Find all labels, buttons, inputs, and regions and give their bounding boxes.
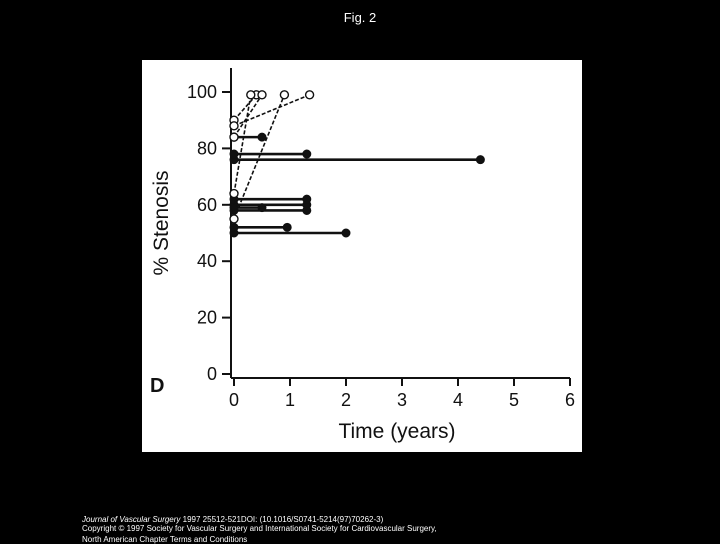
x-tick-label-2: 2 bbox=[341, 390, 351, 410]
x-tick-label-5: 5 bbox=[509, 390, 519, 410]
data-point-3-0 bbox=[229, 222, 239, 232]
x-tick-label-6: 6 bbox=[565, 390, 575, 410]
data-point-11-0 bbox=[229, 188, 239, 199]
y-tick-label-40: 40 bbox=[197, 251, 217, 271]
data-point-10-1 bbox=[257, 90, 267, 100]
journal-name: Journal of Vascular Surgery bbox=[82, 515, 181, 524]
data-point-6-1 bbox=[302, 194, 312, 204]
y-tick-label-0: 0 bbox=[207, 364, 217, 384]
data-point-10-0 bbox=[229, 132, 239, 142]
data-point-13-1 bbox=[304, 90, 315, 100]
citation-text: 1997 25512-521DOI: (10.1016/S0741-5214(9… bbox=[180, 515, 384, 524]
series-line-13 bbox=[233, 94, 310, 127]
data-point-13-0 bbox=[229, 121, 239, 131]
data-point-12-0 bbox=[229, 214, 239, 224]
data-point-7-0 bbox=[229, 203, 239, 213]
copyright-text: Copyright © 1997 Society for Vascular Su… bbox=[82, 524, 437, 533]
data-point-1-0 bbox=[229, 149, 239, 159]
x-tick-label-3: 3 bbox=[397, 390, 407, 410]
chart-series-layer bbox=[229, 90, 485, 238]
y-axis-title: % Stenosis bbox=[150, 170, 173, 275]
x-axis-title: Time (years) bbox=[338, 420, 455, 443]
y-tick-label-60: 60 bbox=[197, 195, 217, 215]
data-point-3-1 bbox=[282, 222, 292, 232]
figure-title: Fig. 2 bbox=[343, 10, 377, 25]
data-point-7-1 bbox=[257, 203, 267, 213]
chart-panel: 0 1 2 3 4 5 6 0 20 40 60 80 100 Time (years)% Stenosi… bbox=[142, 60, 582, 452]
data-point-1-1 bbox=[302, 149, 312, 159]
series-line-11 bbox=[233, 94, 252, 194]
y-tick-label-20: 20 bbox=[197, 308, 217, 328]
x-tick-label-0: 0 bbox=[229, 390, 239, 410]
data-point-11-1 bbox=[246, 90, 256, 100]
data-point-2-1 bbox=[341, 228, 351, 238]
panel-label: D bbox=[150, 375, 164, 397]
x-tick-label-1: 1 bbox=[285, 390, 295, 410]
y-tick-label-100: 100 bbox=[187, 82, 217, 102]
series-line-12 bbox=[233, 94, 286, 220]
data-point-0-1 bbox=[475, 155, 485, 165]
x-tick-label-4: 4 bbox=[453, 390, 463, 410]
y-tick-label-80: 80 bbox=[197, 138, 217, 158]
citation-footer: Journal of Vascular Surgery 1997 25512-5… bbox=[82, 515, 437, 533]
data-point-8-1 bbox=[257, 132, 267, 142]
data-point-12-1 bbox=[279, 90, 290, 100]
